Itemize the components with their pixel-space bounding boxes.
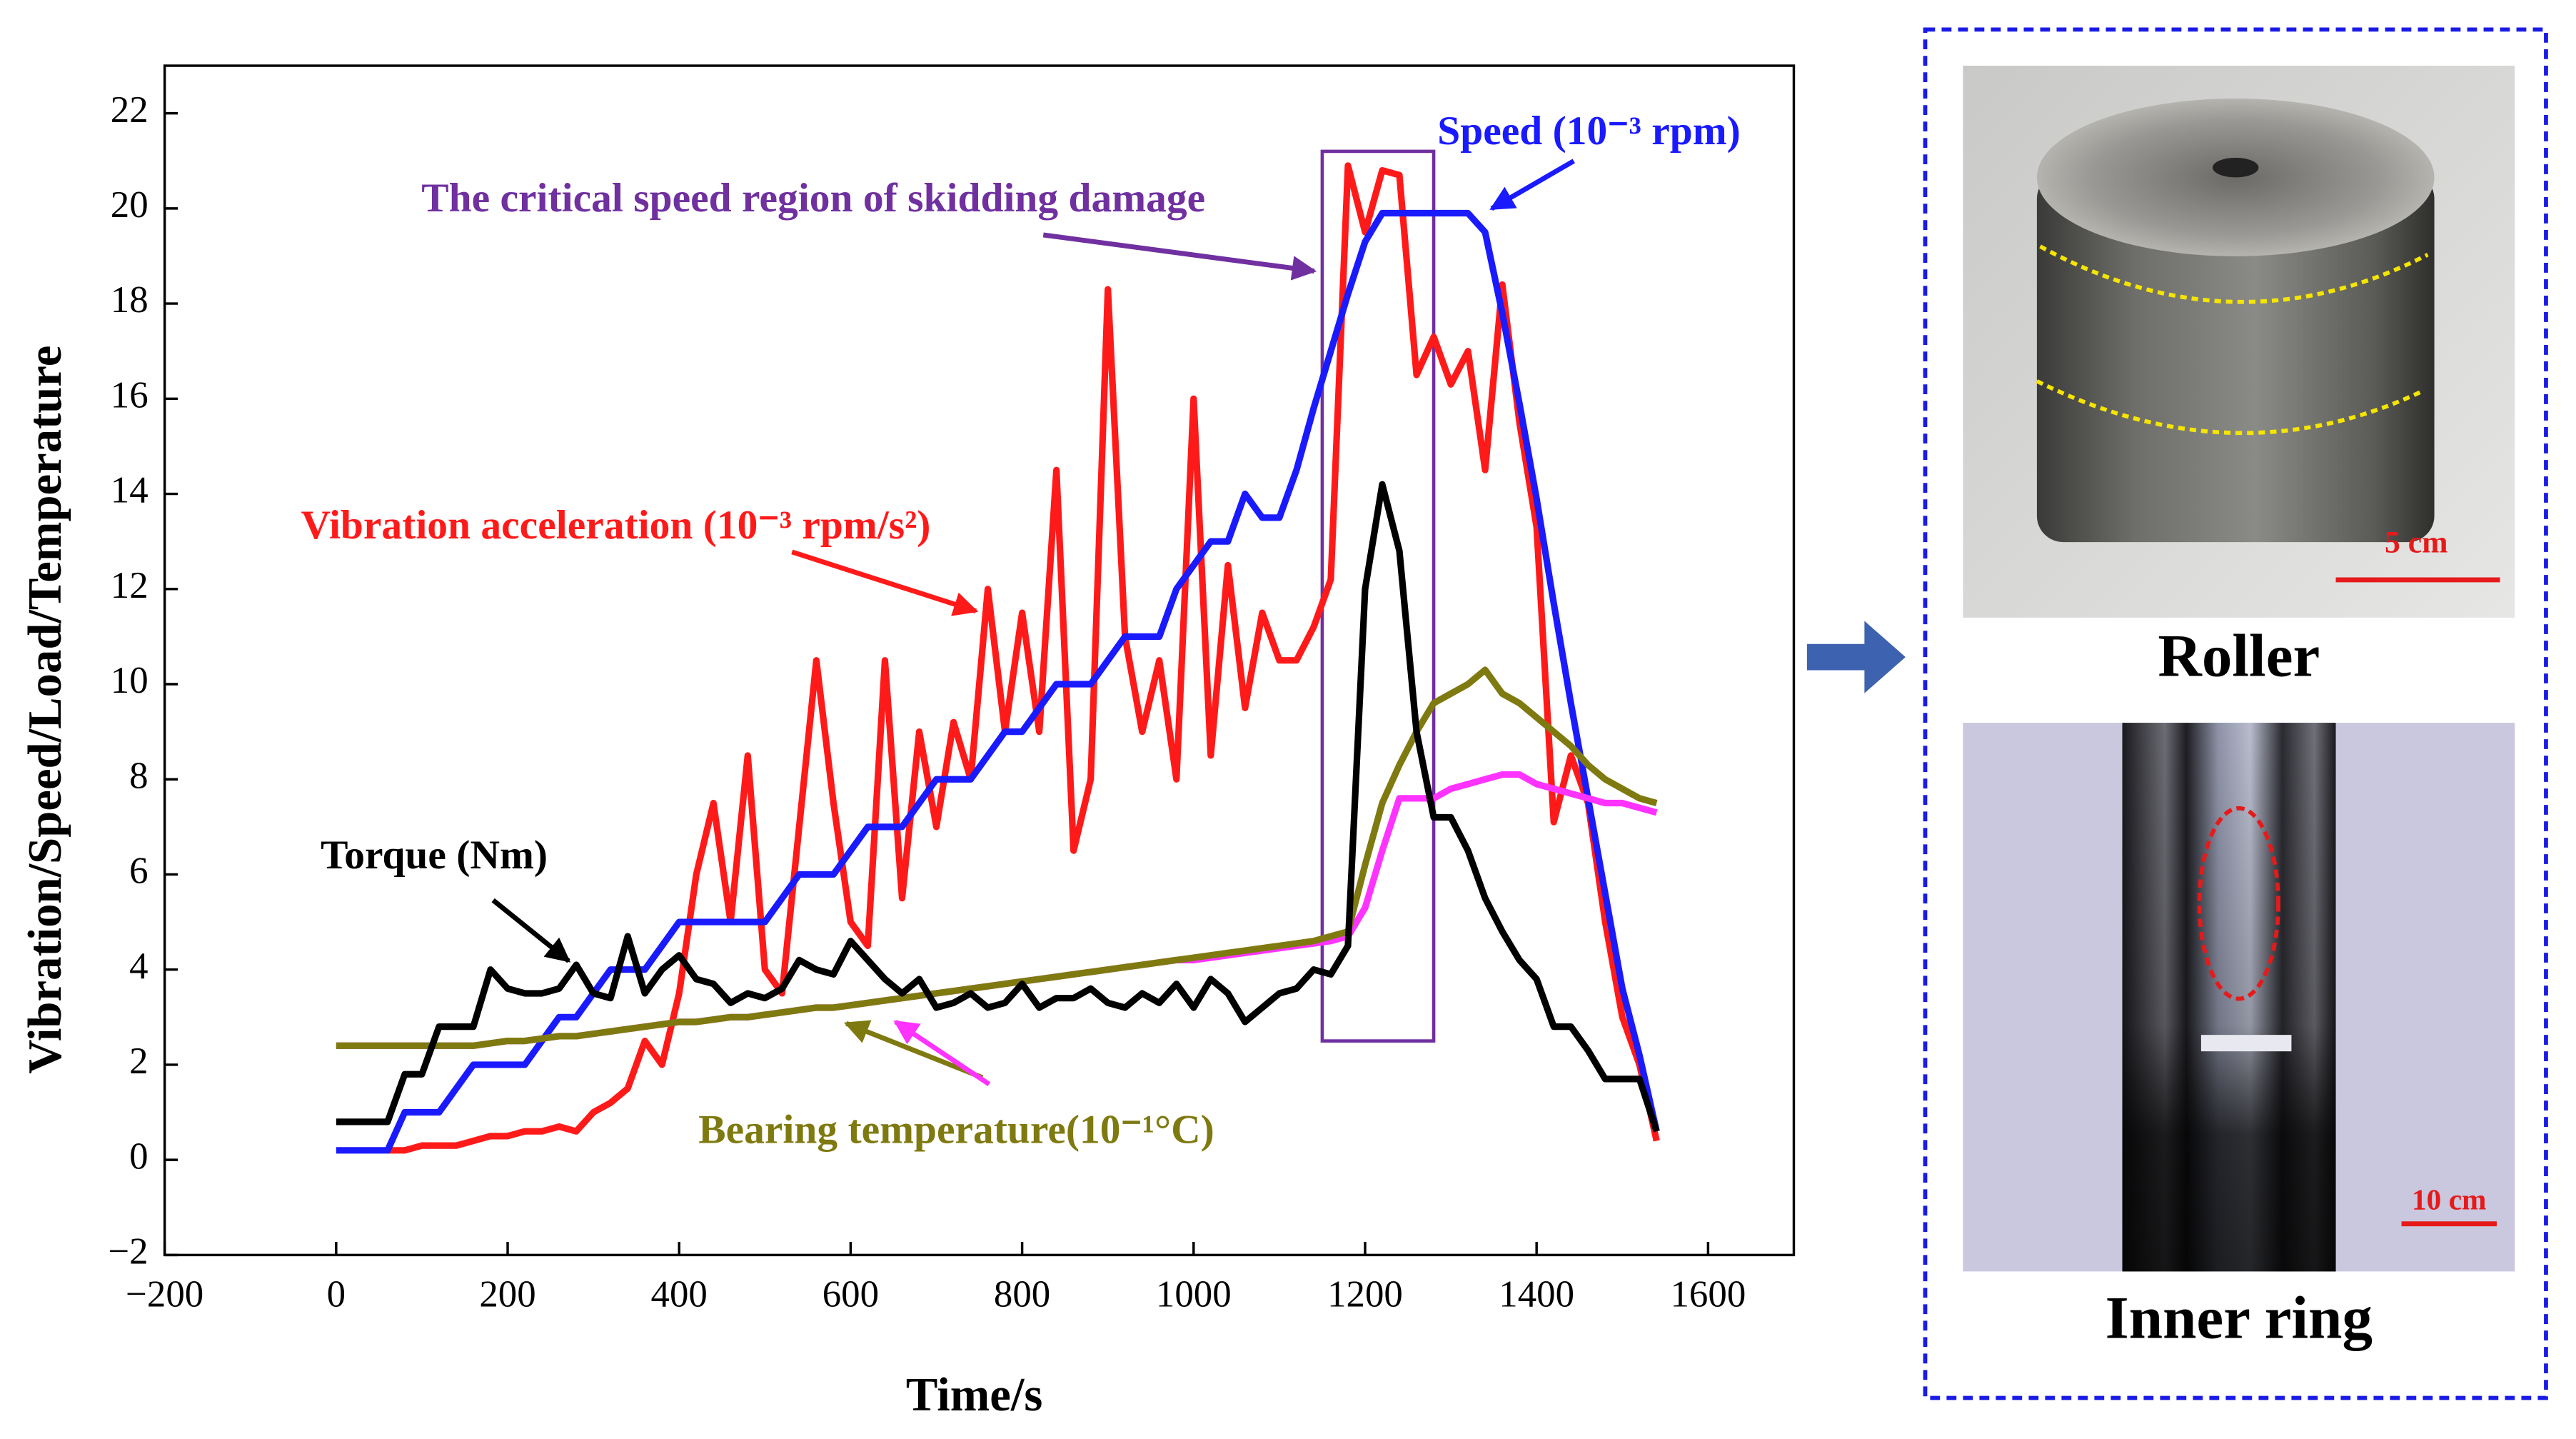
x-tick-label: 200: [479, 1273, 535, 1315]
region-label: The critical speed region of skidding da…: [421, 176, 1205, 221]
y-tick-label: −2: [108, 1231, 148, 1273]
x-axis-title: Time/s: [906, 1369, 1042, 1421]
y-tick-label: 18: [111, 279, 149, 321]
panel-arrow: [1806, 621, 1906, 693]
critical-region: [1320, 149, 1436, 1043]
y-tick-label: 2: [129, 1041, 148, 1082]
panel-frame: [1923, 27, 2548, 1400]
arrow: [1042, 232, 1317, 281]
x-tick-label: 1400: [1499, 1273, 1574, 1315]
y-tick-label: 10: [111, 660, 149, 701]
x-tick-label: 1200: [1327, 1273, 1403, 1315]
scale-label: 5 cm: [2385, 526, 2448, 560]
y-tick-label: 16: [111, 374, 149, 416]
x-tick-label: 0: [327, 1273, 346, 1315]
series-line: [336, 481, 1660, 1133]
x-tick-label: 1000: [1156, 1273, 1232, 1315]
series-label: Speed (10⁻³ rpm): [1437, 109, 1741, 154]
x-tick-label: 1600: [1670, 1273, 1746, 1315]
x-tick-label: 800: [994, 1273, 1050, 1315]
series-line: [387, 162, 1660, 1154]
photo-label: Inner ring: [2105, 1285, 2373, 1352]
y-axis-title: Vibration/Speed/Load/Temperature: [19, 346, 71, 1074]
inner-ring-glint: [2200, 1035, 2292, 1052]
annotation-arrows: [491, 159, 1575, 1087]
series-line: [336, 666, 1658, 1049]
photo-label: Roller: [2158, 623, 2320, 690]
x-tick-label: −200: [126, 1273, 203, 1315]
photo-panel: 5 cm Roller 10 cm Inner ring: [1806, 27, 2548, 1400]
arrow: [791, 549, 979, 616]
series-label: Vibration acceleration (10⁻³ rpm/s²): [301, 503, 931, 548]
damage-mark: [2197, 806, 2280, 1001]
y-tick-label: 20: [111, 184, 149, 226]
y-tick-label: 8: [129, 755, 148, 796]
scale-label: 10 cm: [2412, 1183, 2487, 1215]
arrow: [1489, 159, 1575, 211]
x-tick-label: 600: [822, 1273, 879, 1315]
arrow: [491, 898, 571, 963]
roller-mark: [2036, 379, 2424, 436]
series-line: [336, 209, 1660, 1154]
y-tick-label: 6: [129, 851, 148, 892]
y-tick-label: 14: [111, 470, 149, 511]
series-label: Bearing temperature(10⁻¹°C): [698, 1107, 1214, 1152]
y-tick-label: 4: [129, 946, 148, 987]
y-tick-label: 0: [129, 1135, 148, 1177]
y-tick-label: 22: [111, 89, 149, 131]
roller-mark: [2039, 244, 2429, 304]
arrow: [893, 1019, 991, 1087]
series-label: Torque (Nm): [321, 833, 548, 878]
roller-body: [2036, 172, 2435, 543]
y-tick-label: 12: [111, 565, 149, 606]
plot-frame: [163, 64, 1796, 1257]
x-tick-label: 400: [651, 1273, 708, 1315]
roller-hole: [2213, 157, 2259, 178]
plot-area: −200 0 200 400 600 800 1000 1200 1400 1600 −2 0 2 4 6 8…: [108, 64, 1796, 1315]
arrow: [844, 1020, 984, 1080]
